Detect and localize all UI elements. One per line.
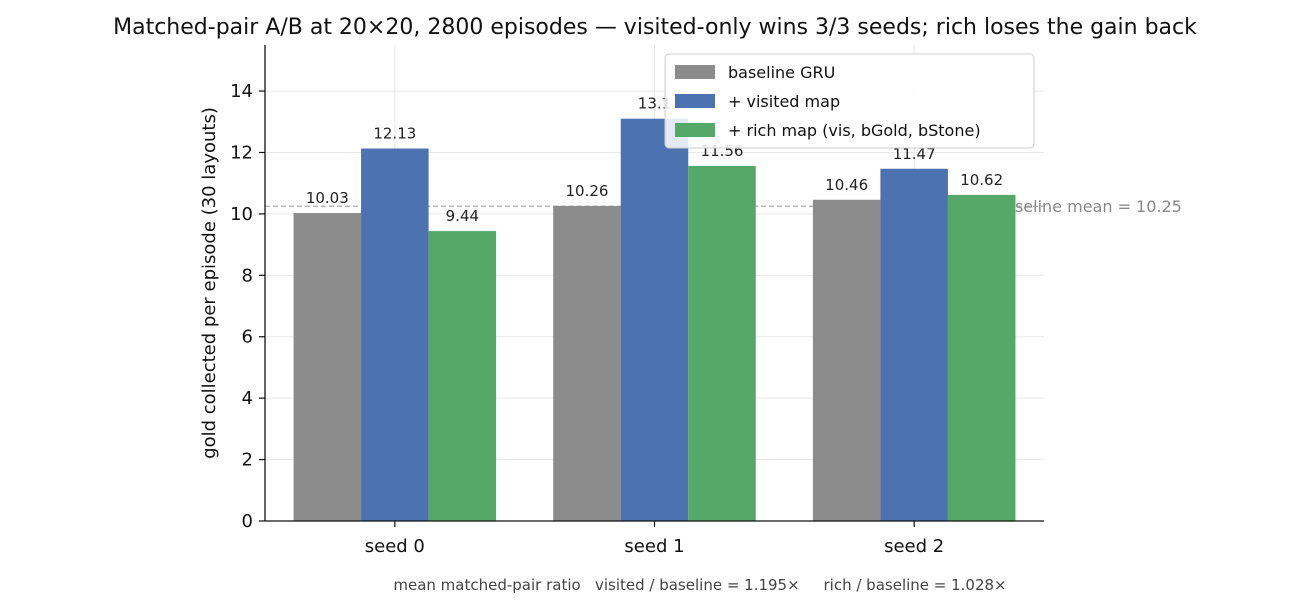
legend: baseline GRU + visited map + rich map (vis…	[664, 53, 1035, 149]
y-tick-label: 6	[242, 327, 253, 348]
bar	[620, 118, 689, 522]
y-tick-label: 14	[230, 81, 253, 102]
y-axis-label: gold collected per episode (30 layouts)	[199, 107, 220, 459]
y-tick-label: 12	[230, 142, 253, 163]
bar	[293, 212, 362, 521]
bar	[428, 231, 497, 521]
bar	[947, 194, 1016, 521]
legend-swatch	[675, 65, 715, 79]
footnote: mean matched-pair ratio visited / baseli…	[393, 576, 1006, 594]
data-label: 10.26	[566, 182, 609, 200]
bar	[553, 205, 621, 522]
data-label: 11.47	[893, 145, 936, 163]
data-label: 12.13	[373, 124, 416, 142]
data-label: 10.03	[306, 189, 349, 207]
bar	[361, 148, 429, 521]
data-label: 13.1	[638, 95, 671, 113]
x-tick-label: seed 2	[884, 536, 944, 557]
y-tick-label: 10	[230, 204, 253, 225]
y-tick-label: 0	[242, 511, 253, 532]
legend-swatch	[675, 123, 715, 137]
y-tick-label: 4	[242, 388, 253, 409]
chart-title: Matched-pair A/B at 20×20, 2800 episodes…	[113, 15, 1197, 40]
y-tick-label: 2	[242, 450, 253, 471]
x-tick-label: seed 0	[365, 536, 425, 557]
bar	[812, 199, 881, 521]
baseline-mean-label: baseline mean = 10.25	[995, 197, 1182, 216]
legend-entry: + rich map (vis, bGold, bStone)	[728, 121, 981, 140]
y-tick-label: 8	[242, 265, 253, 286]
bar	[688, 165, 756, 521]
data-label: 10.46	[825, 176, 868, 194]
data-label: 10.62	[960, 171, 1003, 189]
y-ticks: 0 2 4 6 8 10 12 14	[230, 81, 265, 532]
legend-entry: + visited map	[728, 92, 840, 111]
x-tick-label: seed 1	[624, 536, 684, 557]
x-ticks: seed 0 seed 1 seed 2	[365, 521, 944, 557]
legend-swatch	[675, 94, 715, 108]
bar	[880, 168, 948, 521]
bars-group	[293, 118, 1016, 522]
legend-box	[664, 53, 1035, 149]
data-label: 9.44	[446, 207, 479, 225]
legend-entry: baseline GRU	[728, 63, 835, 82]
